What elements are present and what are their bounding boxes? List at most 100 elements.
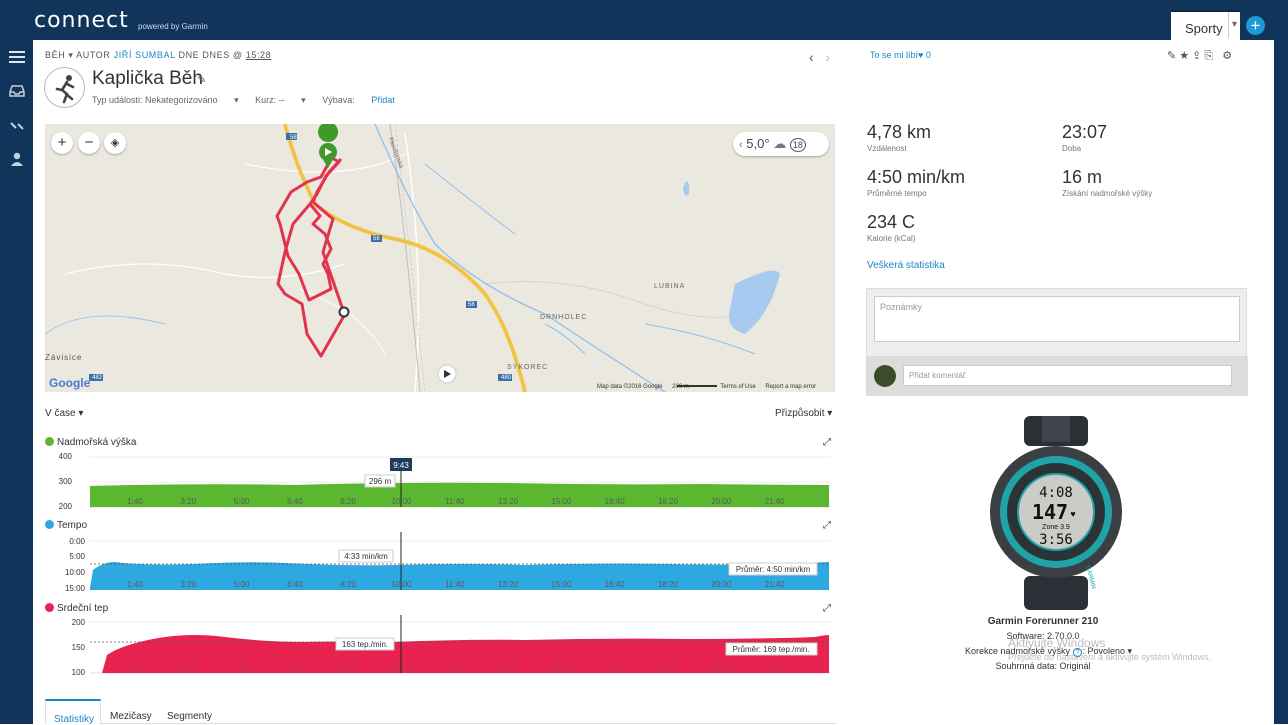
profile-icon[interactable]: [9, 152, 25, 166]
weather-widget[interactable]: ‹ 5,0° ☁ 18: [733, 132, 829, 156]
road-58a-label: 58: [290, 135, 297, 141]
map-data-credit: Map data ©2016 Google: [597, 384, 663, 390]
x-tick: 3:20: [181, 663, 197, 672]
next-activity-icon[interactable]: ›: [825, 49, 831, 65]
y-tick: 100: [72, 668, 86, 677]
x-tick: 1:40: [127, 580, 143, 589]
add-gear-link[interactable]: Přidat: [371, 95, 395, 105]
x-tick: 5:00: [234, 663, 250, 672]
inbox-icon[interactable]: [9, 84, 25, 98]
logo-subtitle: powered by Garmin: [138, 22, 208, 31]
activity-breadcrumb: BĚH ▾ AUTOR JIŘÍ SUMBAL DNE DNES @ 15:28: [45, 50, 272, 60]
stat-duration: 23:07 Doba: [1062, 122, 1108, 153]
road-480-label: 480: [501, 375, 512, 381]
elevation-area: [90, 482, 829, 507]
sports-caret-icon[interactable]: ▾: [1228, 12, 1240, 38]
route-map[interactable]: + − ◈ ‹ 5,0° ☁ 18 58 58 58 480 482 Flení…: [45, 124, 835, 392]
settings-gear-icon[interactable]: ⚙: [1222, 50, 1236, 62]
activity-title[interactable]: Kaplička Běh: [92, 68, 203, 89]
course-select[interactable]: Kurz: -- ▾: [255, 95, 306, 105]
tab-splits[interactable]: Mezičasy: [110, 711, 152, 722]
elevation-graph[interactable]: Nadmořská výška ⤢ 400 300 200 1:40 3:20 5:…: [45, 437, 835, 519]
x-tick: 18:20: [658, 497, 679, 506]
elevation-correction-select[interactable]: Povoleno ▾: [1087, 646, 1133, 656]
activity-page: BĚH ▾ AUTOR JIŘÍ SUMBAL DNE DNES @ 15:28…: [33, 40, 1274, 725]
zoom-out-button[interactable]: −: [78, 132, 100, 154]
connect-logo[interactable]: connect: [34, 8, 129, 33]
edit-icon[interactable]: ✎: [1167, 50, 1180, 62]
menu-icon[interactable]: [9, 50, 25, 64]
x-tick: 10:00: [391, 497, 412, 506]
pace-graph-title: Tempo: [45, 520, 87, 531]
previous-activity-icon[interactable]: ‹: [809, 49, 814, 65]
map-scale: 200 m: [672, 384, 689, 390]
map-footer: Map data ©2016 Google 200 m Terms of Use…: [597, 384, 824, 390]
expand-icon[interactable]: ⤢: [823, 437, 831, 448]
expand-icon[interactable]: ⤢: [823, 603, 831, 614]
x-tick: 15:00: [551, 580, 572, 589]
pace-area: [90, 562, 829, 590]
x-tick: 18:20: [658, 580, 679, 589]
help-icon[interactable]: ?: [1072, 648, 1083, 657]
heart-rate-average-label: Průměr: 169 tep./min.: [733, 645, 810, 654]
town-lubina-label: LUBINA: [654, 283, 686, 290]
summary-data: Souhrnná data: Originál: [995, 661, 1091, 671]
heart-icon: ♥: [918, 50, 924, 60]
left-sidebar: [0, 40, 33, 724]
activity-meta: Typ události: Nekategorizováno ▾ Kurz: -…: [92, 95, 423, 106]
right-strip: [1274, 40, 1288, 724]
elevation-cursor-label: 296 m: [369, 477, 392, 486]
activity-time[interactable]: 15:28: [245, 50, 272, 60]
y-tick: 300: [59, 477, 73, 486]
watch-heart-value: 147: [1032, 500, 1068, 524]
all-stats-link[interactable]: Veškerá statistika: [867, 260, 945, 271]
avatar: [874, 365, 896, 387]
expand-icon[interactable]: ⤢: [823, 520, 831, 531]
pace-cursor-label: 4:33 min/km: [344, 552, 388, 561]
export-icon[interactable]: ⎘: [1204, 50, 1217, 62]
chevron-left-icon[interactable]: ‹: [739, 139, 743, 151]
x-tick: 1:40: [127, 663, 143, 672]
x-tick: 5:00: [234, 497, 250, 506]
elevation-correction: Korekce nadmořské výšky ?: Povoleno ▾: [965, 646, 1133, 657]
google-logo[interactable]: Google: [49, 376, 91, 390]
tab-segments[interactable]: Segmenty: [167, 711, 213, 722]
x-tick: 20:00: [711, 497, 732, 506]
heart-rate-graph[interactable]: Srdeční tep ⤢ 200 150 100 1:40 3:20 5:00 6:…: [45, 603, 835, 685]
notes-textarea[interactable]: Poznámky: [874, 296, 1240, 342]
report-map-error-link[interactable]: Report a map error: [765, 384, 817, 390]
event-type-select[interactable]: Typ události: Nekategorizováno ▾: [92, 95, 239, 105]
gear-field: Výbava: Přidat: [322, 95, 395, 105]
customize-select[interactable]: Přizpůsobit ▾: [775, 408, 833, 419]
tab-statistics[interactable]: Statistiky: [45, 699, 101, 725]
x-tick: 5:00: [234, 580, 250, 589]
x-tick: 8:20: [340, 580, 356, 589]
author-link[interactable]: JIŘÍ SUMBAL: [113, 50, 176, 60]
x-tick: 6:40: [287, 580, 303, 589]
time-mode-select[interactable]: V čase ▾: [45, 408, 84, 419]
activity-type[interactable]: BĚH: [45, 50, 66, 60]
share-icon[interactable]: ⇪: [1192, 50, 1205, 62]
terms-link[interactable]: Terms of Use: [720, 384, 756, 390]
activity-nav: ‹ ›: [809, 49, 830, 65]
edit-title-icon[interactable]: ✎: [197, 74, 207, 86]
add-activity-button[interactable]: +: [1246, 16, 1265, 35]
zoom-in-button[interactable]: +: [51, 132, 73, 154]
wind-speed: 18: [789, 138, 806, 152]
layers-icon[interactable]: ◈: [104, 132, 126, 154]
heart-rate-cursor-label: 163 tep./min.: [342, 640, 388, 649]
x-tick: 11:40: [445, 580, 465, 589]
favorite-star-icon[interactable]: ★: [1179, 50, 1193, 62]
x-tick: 21:40: [765, 497, 786, 506]
pace-chart: 0:00 5:00 10:00 15:00 1:40 3:20 5:00 6:40 8:…: [65, 532, 830, 593]
device-image: 4:08 147 ♥ Zone 3.9 3:56 GARMIN: [988, 416, 1124, 610]
comment-input[interactable]: Přidat komentář.: [903, 365, 1232, 386]
pace-graph[interactable]: Tempo ⤢ 0:00 5:00 10:00 15:00 1:40 3:20 5:…: [45, 520, 835, 602]
running-activity-icon: [44, 67, 85, 108]
like-widget[interactable]: To se mi líbí♥ 0: [870, 50, 931, 60]
watch-top-value: 4:08: [1039, 485, 1073, 501]
watch-bottom-value: 3:56: [1039, 532, 1073, 548]
cloud-icon: ☁: [773, 136, 787, 151]
connections-icon[interactable]: [9, 119, 25, 133]
town-sykorec-label: SÝKOREC: [507, 364, 549, 371]
